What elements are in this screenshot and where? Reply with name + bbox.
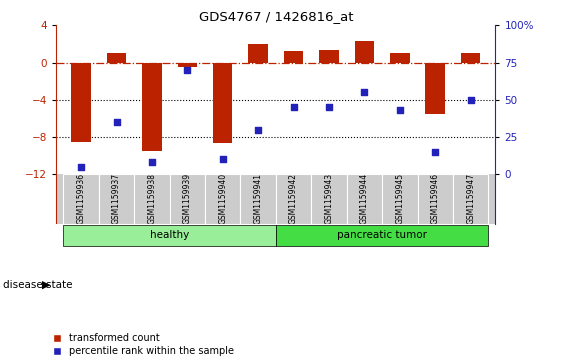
Bar	[355, 41, 374, 62]
Text: disease state: disease state	[3, 280, 72, 290]
Text: GSM1159939: GSM1159939	[183, 174, 192, 224]
Bar	[347, 174, 382, 224]
Bar	[64, 225, 276, 246]
Bar	[99, 174, 134, 224]
Bar	[240, 174, 276, 224]
Text: GSM1159947: GSM1159947	[466, 174, 475, 224]
Bar	[276, 174, 311, 224]
Text: GSM1159943: GSM1159943	[324, 174, 333, 224]
Bar	[418, 174, 453, 224]
Point	[254, 127, 263, 132]
Text: GSM1159945: GSM1159945	[395, 174, 404, 224]
Text: GSM1159936: GSM1159936	[77, 174, 86, 224]
Bar	[453, 174, 488, 224]
Bar	[169, 174, 205, 224]
Bar	[426, 62, 445, 114]
Bar	[205, 174, 240, 224]
Text: ▶: ▶	[42, 280, 51, 290]
Point	[289, 104, 298, 110]
Bar	[382, 174, 418, 224]
Text: pancreatic tumor: pancreatic tumor	[337, 230, 427, 240]
Bar	[319, 50, 339, 62]
Point	[360, 89, 369, 95]
Text: GSM1159938: GSM1159938	[148, 174, 157, 224]
Text: GSM1159941: GSM1159941	[254, 174, 263, 224]
Bar	[142, 62, 162, 151]
Bar	[284, 52, 303, 62]
Point	[466, 97, 475, 103]
Bar	[461, 53, 480, 62]
Bar	[248, 44, 268, 62]
Text: healthy: healthy	[150, 230, 189, 240]
Bar	[276, 225, 488, 246]
Bar	[213, 62, 233, 143]
Point	[395, 107, 404, 113]
Text: GSM1159940: GSM1159940	[218, 174, 227, 224]
Bar	[390, 53, 409, 62]
Point	[218, 156, 227, 162]
Bar	[311, 174, 347, 224]
Point	[77, 164, 86, 170]
Point	[183, 67, 192, 73]
Title: GDS4767 / 1426816_at: GDS4767 / 1426816_at	[199, 10, 353, 23]
Point	[431, 149, 440, 155]
Legend: transformed count, percentile rank within the sample: transformed count, percentile rank withi…	[50, 331, 236, 358]
Bar	[177, 62, 197, 67]
Point	[112, 119, 121, 125]
Point	[324, 104, 333, 110]
Bar	[107, 53, 126, 62]
Text: GSM1159944: GSM1159944	[360, 174, 369, 224]
Text: GSM1159937: GSM1159937	[112, 174, 121, 224]
Text: GSM1159942: GSM1159942	[289, 174, 298, 224]
Bar	[64, 174, 99, 224]
Text: GSM1159946: GSM1159946	[431, 174, 440, 224]
Point	[148, 159, 157, 165]
Bar	[134, 174, 169, 224]
Bar	[72, 62, 91, 142]
